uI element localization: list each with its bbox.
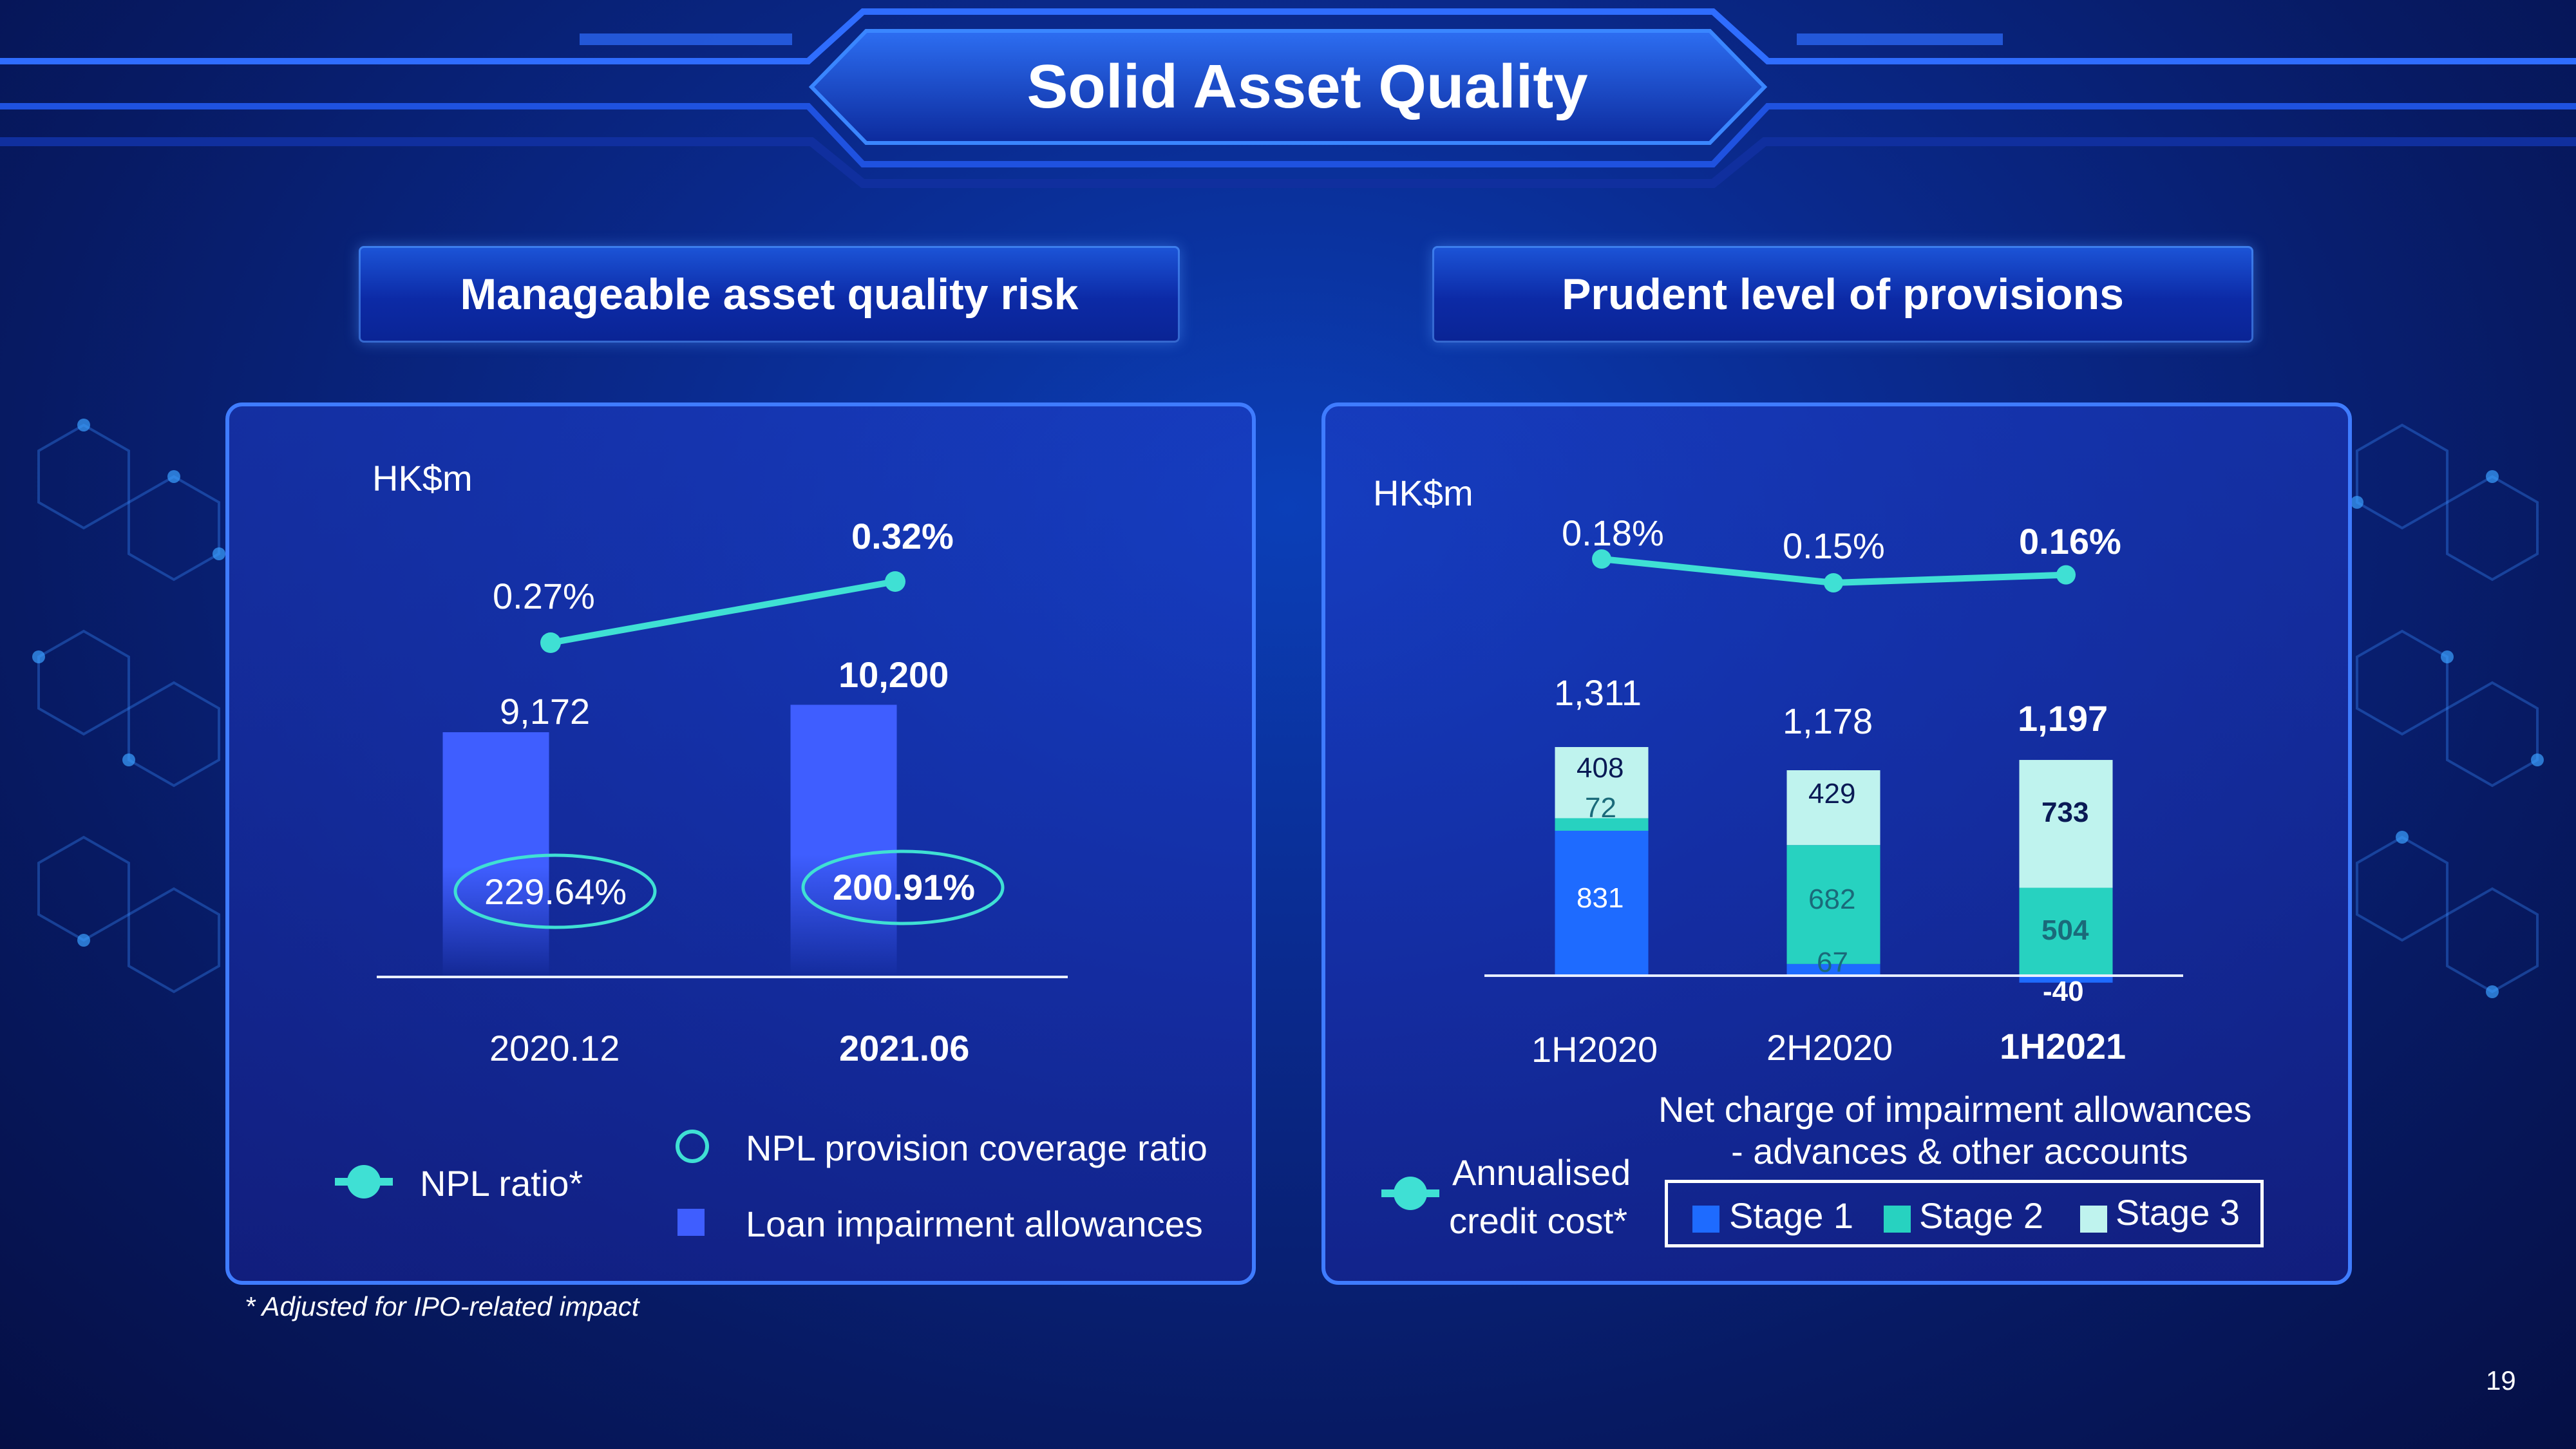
right-cost-label-0: 0.18% [1562, 513, 1664, 553]
right-unit-label: HK$m [1373, 473, 1473, 513]
allowances-legend-icon [677, 1209, 705, 1236]
left-bar-label-0: 9,172 [500, 691, 591, 732]
right-category-2: 1H2021 [2000, 1026, 2126, 1066]
stage2-legend-label: Stage 2 [1919, 1195, 2044, 1236]
right-stage2-label-0: 72 [1585, 792, 1616, 824]
credit-cost-legend-icon [1381, 1177, 1439, 1210]
right-cost-point-1 [1824, 573, 1843, 592]
right-cost-label-1: 0.15% [1783, 526, 1885, 566]
right-bar-stage3-2 [2019, 760, 2113, 888]
page-title: Solid Asset Quality [1027, 52, 1588, 121]
stage2-swatch [1884, 1206, 1911, 1233]
credit-cost-legend-line-1: Annualised [1452, 1152, 1631, 1193]
left-category-1: 2021.06 [839, 1028, 970, 1068]
left-unit-label: HK$m [372, 458, 473, 498]
stage3-swatch [2080, 1206, 2107, 1233]
left-npl-line [550, 578, 896, 646]
left-subtitle: Manageable asset quality risk [359, 246, 1180, 343]
right-stage2-label-1: 682 [1808, 884, 1856, 915]
right-total-label-2: 1,197 [2018, 698, 2108, 739]
left-coverage-ellipse-0 [453, 853, 657, 929]
right-stage1-label-0: 831 [1577, 882, 1624, 914]
right-category-1: 2H2020 [1766, 1027, 1893, 1068]
npl-ratio-legend-icon [335, 1165, 393, 1198]
right-bar-stage3-0 [1555, 747, 1649, 819]
left-coverage-ellipse-1 [801, 849, 1005, 925]
right-stage3-label-2: 733 [2041, 797, 2089, 828]
right-category-0: 1H2020 [1531, 1029, 1658, 1070]
footnote: * Adjusted for IPO-related impact [245, 1291, 639, 1321]
left-bar-1 [790, 705, 897, 977]
header-banner [0, 8, 2576, 188]
right-cost-point-2 [2056, 565, 2076, 585]
stage1-swatch [1692, 1206, 1719, 1233]
stage3-legend-label: Stage 3 [2116, 1192, 2240, 1233]
right-stage1-label-2: -40 [2043, 976, 2084, 1007]
left-npl-point-1 [885, 571, 905, 592]
right-stage1-label-1: 67 [1817, 947, 1848, 978]
right-stage3-label-0: 408 [1577, 752, 1624, 784]
right-stage2-label-2: 504 [2041, 914, 2089, 946]
right-bar-stage1-2 [2019, 976, 2113, 983]
right-cost-label-2: 0.16% [2019, 521, 2121, 562]
stage1-legend-label: Stage 1 [1729, 1195, 1854, 1236]
right-cost-point-0 [1592, 549, 1611, 569]
left-npl-label-0: 0.27% [493, 576, 595, 616]
right-total-label-1: 1,178 [1783, 701, 1873, 741]
left-coverage-label-1: 200.91% [833, 867, 976, 907]
right-bar-stage1-0 [1555, 830, 1649, 976]
left-chart-panel [225, 402, 1256, 1285]
right-legend-title-2: - advances & other accounts [1731, 1131, 2188, 1171]
npl-ratio-legend-label: NPL ratio* [420, 1163, 583, 1204]
right-bar-stage1-1 [1786, 963, 1880, 976]
right-bar-stage3-1 [1786, 770, 1880, 846]
coverage-legend-label: NPL provision coverage ratio [746, 1128, 1208, 1168]
right-total-label-0: 1,311 [1554, 672, 1642, 713]
credit-cost-legend-line-2: credit cost* [1449, 1200, 1627, 1241]
right-bar-stage2-2 [2019, 887, 2113, 976]
stage-legend: Stage 1 Stage 2 Stage 3 [1665, 1180, 2264, 1247]
left-npl-point-0 [540, 632, 561, 653]
right-bar-stage2-1 [1786, 845, 1880, 964]
right-subtitle: Prudent level of provisions [1432, 246, 2253, 343]
left-npl-label-1: 0.32% [851, 516, 954, 556]
right-stage3-label-1: 429 [1808, 778, 1856, 810]
left-coverage-label-0: 229.64% [484, 871, 627, 912]
left-bar-label-1: 10,200 [838, 654, 949, 695]
coverage-legend-icon [676, 1130, 709, 1163]
left-category-0: 2020.12 [489, 1028, 620, 1068]
right-legend-title-1: Net charge of impairment allowances [1658, 1089, 2252, 1130]
allowances-legend-label: Loan impairment allowances [746, 1204, 1203, 1244]
right-bar-stage2-0 [1555, 818, 1649, 831]
page-number: 19 [2486, 1365, 2516, 1396]
